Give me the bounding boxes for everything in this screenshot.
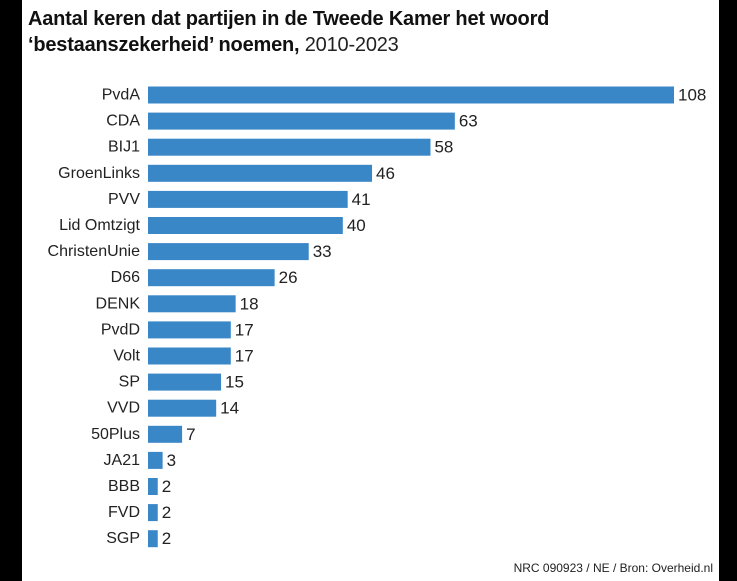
category-label: Lid Omtzigt (59, 217, 140, 234)
category-label: SGP (106, 530, 140, 547)
data-label: 108 (678, 86, 706, 105)
bar (148, 269, 275, 287)
data-label: 3 (167, 451, 176, 470)
data-label: 17 (235, 320, 254, 339)
title-line-1: Aantal keren dat partijen in de Tweede K… (28, 8, 550, 30)
data-label: 14 (220, 399, 239, 418)
category-label: CDA (106, 113, 140, 130)
bar (148, 190, 348, 208)
data-label: 46 (376, 164, 395, 183)
category-label: PvdD (101, 321, 140, 338)
bar (148, 86, 674, 104)
data-label: 15 (225, 373, 244, 392)
bar-chart: PvdA 108 CDA 63 BIJ1 58 GroenLinks 46 PVV 41 Lid O… (48, 86, 707, 549)
data-label: 40 (347, 216, 366, 235)
bar (148, 373, 222, 391)
bar (148, 321, 231, 339)
bar (148, 112, 455, 130)
bar (148, 425, 183, 443)
data-label: 33 (313, 242, 332, 261)
bar (148, 504, 158, 522)
category-label: VVD (107, 400, 140, 417)
title-years: 2010-2023 (304, 34, 399, 56)
bar (148, 243, 309, 261)
category-label: PvdA (102, 87, 141, 104)
bar (148, 138, 431, 156)
category-label: BIJ1 (108, 139, 140, 156)
category-label: FVD (108, 504, 140, 521)
category-label: ChristenUnie (48, 243, 141, 260)
category-label: 50Plus (91, 426, 140, 443)
data-label: 2 (162, 529, 171, 548)
data-label: 58 (434, 138, 453, 157)
category-label: BBB (108, 478, 140, 495)
bar (148, 295, 236, 313)
bar (148, 217, 343, 234)
category-label: JA21 (104, 452, 141, 469)
category-label: D66 (111, 269, 140, 286)
category-label: GroenLinks (58, 165, 140, 182)
category-label: SP (119, 374, 140, 391)
source-note: NRC 090923 / NE / Bron: Overheid.nl (513, 561, 713, 575)
title-line-2: ‘bestaanszekerheid’ noemen, (28, 34, 300, 56)
bar (148, 347, 231, 365)
data-label: 17 (235, 347, 254, 366)
data-label: 26 (279, 268, 298, 287)
data-label: 63 (459, 112, 478, 131)
bar (148, 451, 163, 469)
bar (148, 478, 158, 495)
category-label: PVV (108, 191, 140, 208)
category-label: DENK (96, 295, 141, 312)
bar (148, 530, 158, 548)
chart-panel: Aantal keren dat partijen in de Tweede K… (22, 0, 719, 581)
data-label: 2 (162, 477, 171, 496)
data-label: 2 (162, 503, 171, 522)
chart-title: Aantal keren dat partijen in de Tweede K… (28, 6, 718, 58)
category-label: Volt (113, 348, 140, 365)
data-label: 7 (186, 425, 195, 444)
bar (148, 164, 373, 182)
data-label: 41 (352, 190, 371, 209)
bar (148, 399, 217, 417)
data-label: 18 (240, 294, 259, 313)
